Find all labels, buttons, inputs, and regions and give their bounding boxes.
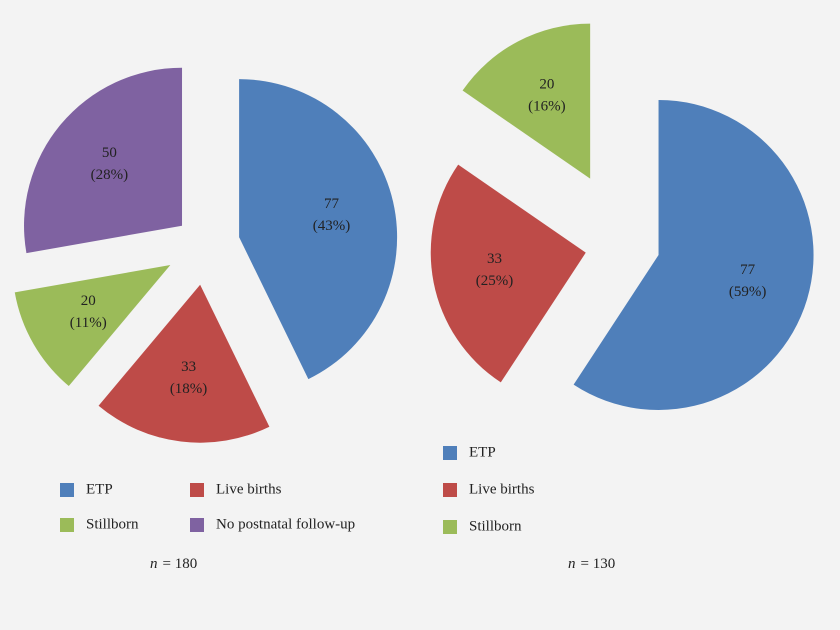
percent-label: (28%)	[91, 167, 129, 183]
legend-label: No postnatal follow-up	[216, 516, 355, 532]
legend-label: Live births	[216, 481, 282, 497]
percent-label: (43%)	[313, 218, 351, 234]
legend-swatch	[60, 518, 74, 532]
legend-label: Stillborn	[469, 518, 522, 534]
legend-label: ETP	[86, 481, 113, 497]
legend-label: ETP	[469, 444, 496, 460]
legend-swatch	[190, 518, 204, 532]
legend-swatch	[443, 446, 457, 460]
percent-label: (25%)	[476, 273, 514, 289]
percent-label: (16%)	[528, 99, 566, 115]
sample-size: n = 180	[150, 556, 197, 572]
value-label: 77	[740, 262, 756, 278]
value-label: 50	[102, 145, 117, 161]
n-text: = 180	[163, 556, 198, 572]
legend-swatch	[60, 483, 74, 497]
n-symbol: n	[568, 556, 576, 572]
legend-swatch	[443, 520, 457, 534]
percent-label: (59%)	[729, 284, 767, 300]
pie-slice	[462, 23, 591, 179]
percent-label: (11%)	[70, 315, 107, 331]
legend-label: Stillborn	[86, 516, 139, 532]
legend-swatch	[443, 483, 457, 497]
value-label: 33	[487, 251, 502, 267]
n-text: = 130	[581, 556, 616, 572]
percent-label: (18%)	[170, 381, 208, 397]
pie-slice	[98, 284, 270, 443]
n-symbol: n	[150, 556, 158, 572]
pie-slice	[14, 265, 171, 387]
value-label: 20	[539, 77, 554, 93]
pie-slice	[24, 67, 183, 254]
pie-slice	[573, 100, 814, 411]
pie-slice	[239, 79, 398, 380]
legend-label: Live births	[469, 481, 535, 497]
pie-slice	[430, 164, 586, 383]
value-label: 77	[324, 196, 340, 212]
value-label: 20	[81, 293, 96, 309]
sample-size: n = 130	[568, 556, 615, 572]
value-label: 33	[181, 359, 196, 375]
legend-swatch	[190, 483, 204, 497]
